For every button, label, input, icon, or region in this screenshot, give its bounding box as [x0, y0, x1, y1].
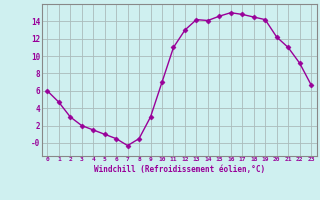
- X-axis label: Windchill (Refroidissement éolien,°C): Windchill (Refroidissement éolien,°C): [94, 165, 265, 174]
